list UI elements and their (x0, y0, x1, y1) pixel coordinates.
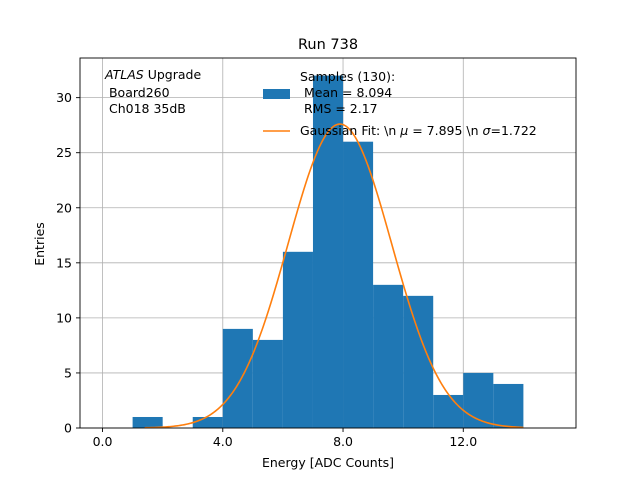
annotation-board: Board260 (105, 85, 170, 100)
annotation-line-1: ATLAS Upgrade (104, 67, 201, 82)
y-tick-label: 20 (56, 200, 72, 215)
legend-samples-line-2: Mean = 8.094 (300, 85, 392, 100)
histogram-bar (493, 383, 524, 428)
histogram-bar (282, 251, 313, 428)
y-tick-label: 5 (64, 365, 72, 380)
histogram-bar (373, 284, 404, 428)
chart-title: Run 738 (298, 37, 358, 53)
atlas-annotation: ATLAS Upgrade Board260 Ch018 35dB (104, 67, 201, 116)
legend-patch (263, 89, 290, 99)
annotation-atlas: ATLAS (104, 67, 144, 82)
x-tick-label: 0.0 (93, 434, 113, 449)
axes-frame (79, 57, 577, 429)
legend-fit-text-a: Gaussian Fit: \n (300, 123, 400, 138)
legend: Samples (130): Mean = 8.094 RMS = 2.17 G… (263, 69, 537, 138)
y-tick-label: 30 (56, 90, 72, 105)
annotation-channel: Ch018 35dB (105, 101, 186, 116)
legend-fit-text-b: = 7.895 \n (408, 123, 482, 138)
histogram-bar (192, 416, 223, 428)
gaussian-fit-line (144, 123, 524, 429)
histogram-bar (433, 394, 464, 428)
legend-fit-text-c: =1.722 (490, 123, 536, 138)
histogram-bar (252, 339, 283, 428)
y-axis-label: Entries (32, 222, 47, 266)
y-tick-label: 15 (56, 255, 72, 270)
legend-fit-label: Gaussian Fit: \n μ = 7.895 \n σ=1.722 (300, 123, 537, 138)
y-tick-label: 0 (64, 421, 72, 436)
y-tick-label: 25 (56, 145, 72, 160)
histogram-bar (312, 75, 344, 428)
histogram-bar (222, 328, 253, 428)
legend-fit-mu: μ (399, 123, 408, 138)
histogram-bar (343, 141, 374, 428)
histogram-bar (132, 416, 163, 428)
y-tick-label: 10 (56, 310, 72, 325)
x-tick-label: 4.0 (213, 434, 233, 449)
x-axis-label: Energy [ADC Counts] (262, 455, 394, 470)
x-tick-label: 12.0 (449, 434, 477, 449)
legend-samples-line-1: Samples (130): (300, 69, 395, 84)
annotation-upgrade: Upgrade (144, 67, 202, 82)
legend-fit-sigma: σ (483, 123, 492, 138)
legend-samples-line-3: RMS = 2.17 (300, 101, 378, 116)
x-tick-label: 8.0 (333, 434, 353, 449)
histogram-bar (403, 295, 434, 428)
plot-area: 0.0 4.0 8.0 12.0 0 5 10 15 20 25 30 (56, 57, 577, 449)
